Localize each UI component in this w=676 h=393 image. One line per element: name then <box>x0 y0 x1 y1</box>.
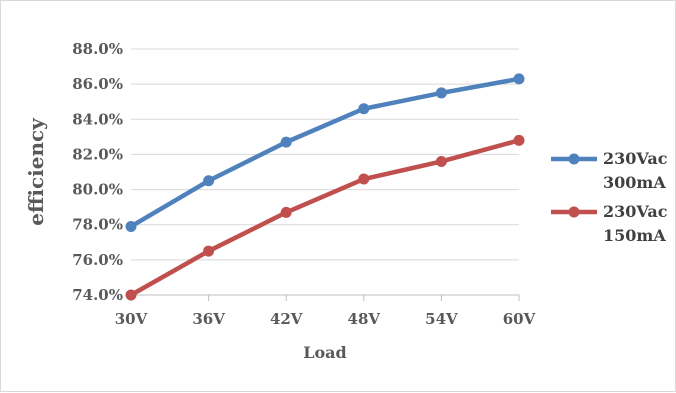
y-tick-label: 76.0% <box>72 251 123 269</box>
x-tick-label: 42V <box>270 310 303 328</box>
legend-item: 230Vac 150mA <box>551 202 668 245</box>
data-point <box>435 87 447 99</box>
data-point <box>358 103 370 115</box>
axes <box>130 294 520 301</box>
legend-marker <box>568 153 580 165</box>
y-axis-title: efficiency <box>24 117 48 226</box>
data-point <box>435 155 447 167</box>
data-point <box>280 206 292 218</box>
series-lines <box>125 73 525 301</box>
data-point <box>203 175 215 187</box>
data-point <box>203 245 215 257</box>
legend-marker <box>568 206 580 218</box>
legend: 230Vac 300mA 230Vac 150mA <box>551 149 668 245</box>
legend-label: 300mA <box>603 173 666 192</box>
y-tick-label: 74.0% <box>72 286 123 304</box>
y-tick-label: 88.0% <box>72 40 123 58</box>
x-tick-label: 36V <box>192 310 225 328</box>
data-point <box>280 136 292 148</box>
series-line-2 <box>129 138 520 297</box>
x-axis-title: Load <box>303 343 346 362</box>
data-point <box>513 73 525 85</box>
y-tick-label: 78.0% <box>72 216 123 234</box>
legend-label: 230Vac <box>603 202 668 221</box>
tick-labels: 74.0% 76.0% 78.0% 80.0% 82.0% 84.0% 86.0% 88.0%… <box>72 40 535 328</box>
x-tick-label: 60V <box>503 310 536 328</box>
legend-label: 150mA <box>603 226 666 245</box>
x-tick-label: 48V <box>348 310 381 328</box>
legend-item: 230Vac 300mA <box>551 149 668 192</box>
series-line-1 <box>129 76 520 229</box>
y-tick-label: 86.0% <box>72 75 123 93</box>
data-point <box>125 220 137 232</box>
legend-label: 230Vac <box>603 149 668 168</box>
data-point <box>358 173 370 185</box>
y-tick-label: 84.0% <box>72 110 123 128</box>
x-tick-label: 30V <box>115 310 148 328</box>
y-tick-label: 82.0% <box>72 145 123 163</box>
x-tick-label: 54V <box>425 310 458 328</box>
data-point <box>513 134 525 146</box>
data-point <box>125 289 137 301</box>
y-tick-label: 80.0% <box>72 181 123 199</box>
